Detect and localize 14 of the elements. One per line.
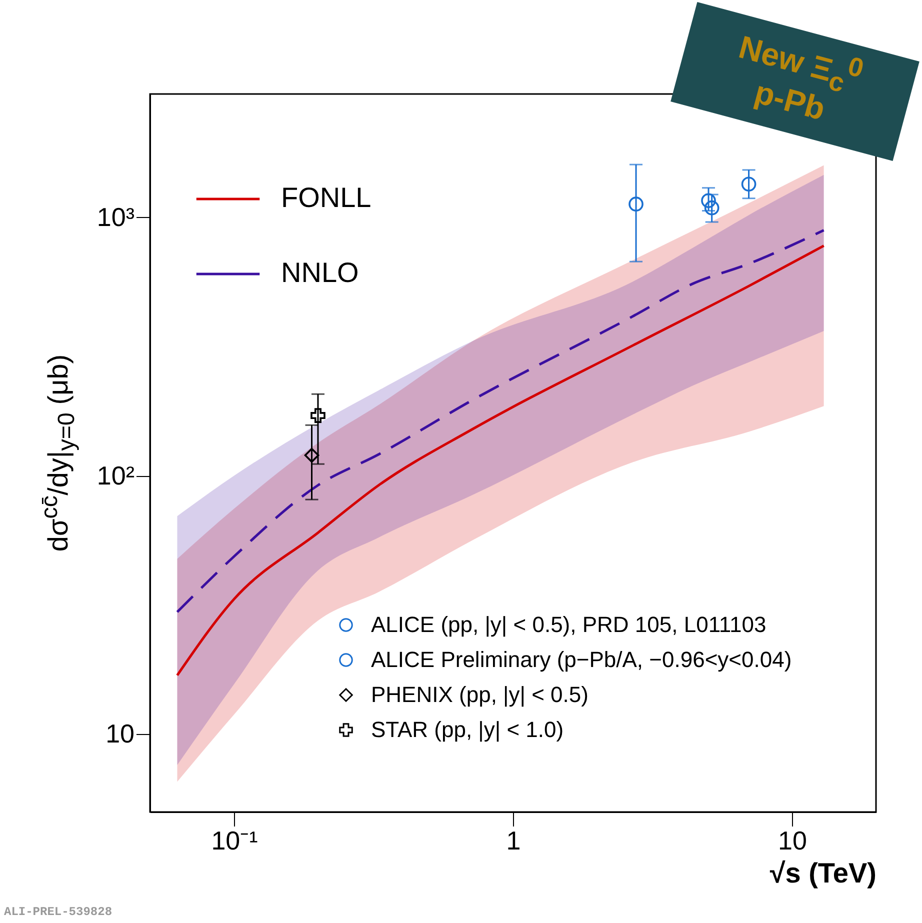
x-tick-label: 10⁻¹ (211, 826, 258, 856)
legend-label: ALICE Preliminary (p−Pb/A, −0.96<y<0.04) (371, 647, 792, 672)
legend-label: ALICE (pp, |y| < 0.5), PRD 105, L011103 (371, 612, 766, 637)
legend-label: NNLO (281, 257, 359, 288)
legend-label: PHENIX (pp, |y| < 0.5) (371, 682, 588, 707)
text: ALI-PREL-539828 (4, 905, 112, 919)
x-tick-label: 1 (506, 826, 521, 856)
x-axis-title: √s (TeV) (770, 858, 876, 888)
legend-label: STAR (pp, |y| < 1.0) (371, 717, 564, 742)
y-tick-label: 10 (106, 718, 134, 749)
y-tick-label: 10³ (96, 202, 135, 232)
x-tick-label: 10 (778, 826, 807, 856)
y-tick-label: 10² (96, 460, 135, 490)
legend-label: FONLL (281, 182, 372, 213)
